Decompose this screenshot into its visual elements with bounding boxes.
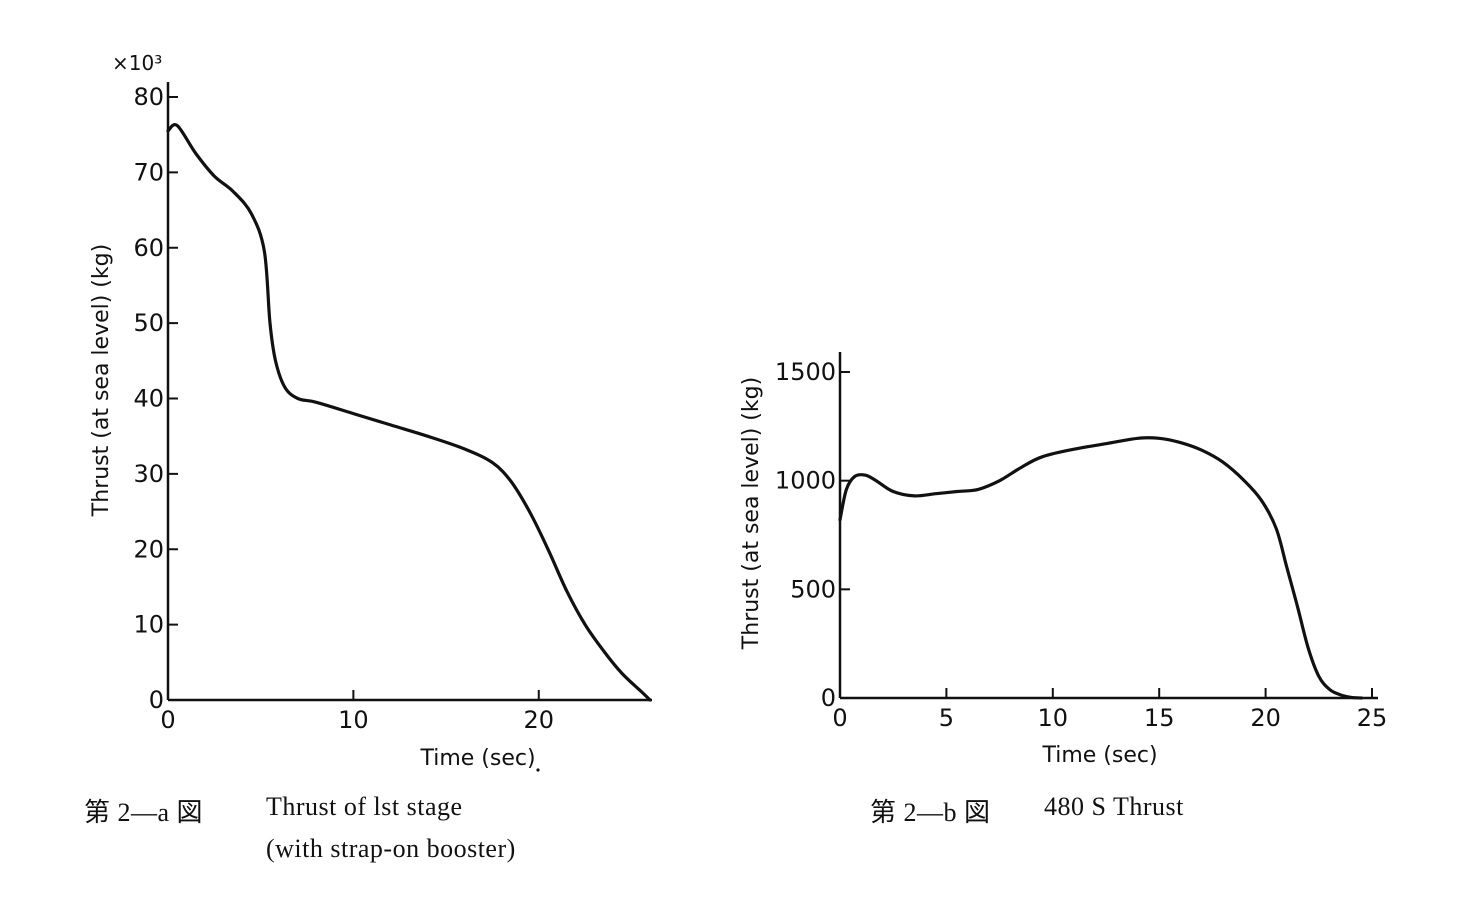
chart-a-caption-line1: Thrust of lst stage: [266, 792, 463, 821]
chart-b-y-tick-label: 1500: [775, 358, 836, 386]
chart-a-y-tick-label: 50: [133, 309, 164, 337]
chart-a-y-axis-label: Thrust (at sea level) (kg): [89, 244, 114, 517]
chart-a-y-tick-label: 70: [133, 158, 164, 186]
chart-b-x-tick-label: 0: [832, 704, 847, 732]
chart-a-caption-fig: 第 2—a 図: [84, 798, 204, 827]
chart-a-x-tick-label: 20: [523, 706, 554, 734]
chart-a-y-tick-label: 0: [149, 686, 164, 714]
chart-a-y-tick-label: 10: [133, 611, 164, 639]
chart-b-x-tick-label: 15: [1144, 704, 1175, 732]
chart-a-y-multiplier: ×10³: [112, 51, 162, 75]
chart-b-caption-line1: 480 S Thrust: [1044, 792, 1184, 821]
speck-dot: [536, 768, 540, 772]
chart-b-thrust-curve: [838, 436, 1363, 700]
chart-a-y-tick-label: 40: [133, 385, 164, 413]
chart-a-y-tick-label: 60: [133, 234, 164, 262]
chart-b-y-axis-label: Thrust (at sea level) (kg): [739, 377, 764, 650]
chart-b-x-tick-label: 5: [939, 704, 954, 732]
chart-a-y-tick-label: 80: [133, 83, 164, 111]
chart-a-x-axis-label: Time (sec): [419, 746, 535, 771]
chart-a-caption-line2: (with strap-on booster): [266, 834, 516, 863]
chart-b-y-tick-label: 0: [821, 684, 836, 712]
chart-b-x-tick-label: 10: [1038, 704, 1069, 732]
chart-b-y-tick-label: 500: [790, 575, 836, 603]
chart-a-thrust-curve: [166, 123, 652, 702]
chart-b-y-tick-label: 1000: [775, 467, 836, 495]
chart-b-480s-thrust: 0 500 1000 1500 0 5 10 15 20 25 Time (sec) Thrus…: [739, 352, 1387, 768]
chart-a-y-tick-label: 30: [133, 460, 164, 488]
chart-b-x-tick-label: 25: [1357, 704, 1388, 732]
chart-a-x-tick-label: 10: [338, 706, 369, 734]
chart-b-x-tick-label: 20: [1250, 704, 1281, 732]
chart-a-x-tick-label: 0: [160, 706, 175, 734]
chart-b-x-axis-label: Time (sec): [1041, 743, 1157, 768]
chart-a-y-tick-label: 20: [133, 535, 164, 563]
chart-b-caption-fig: 第 2—b 図: [870, 798, 991, 827]
